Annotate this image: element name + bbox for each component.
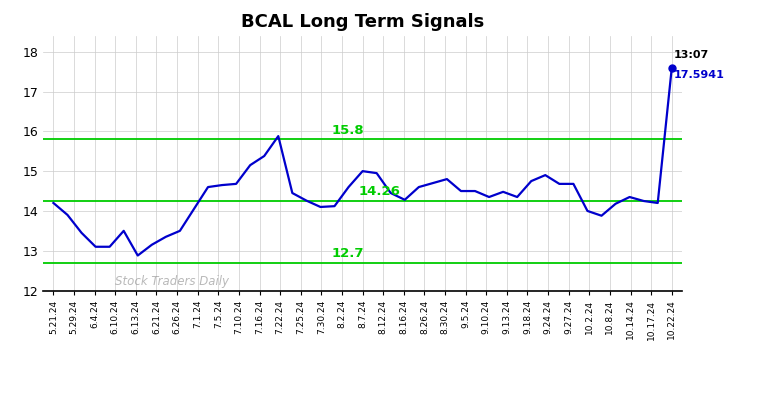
Text: 17.5941: 17.5941 [673,70,724,80]
Text: 12.7: 12.7 [332,247,365,260]
Text: Stock Traders Daily: Stock Traders Daily [115,275,229,288]
Text: 15.8: 15.8 [332,123,365,137]
Text: 14.26: 14.26 [358,185,401,198]
Text: 13:07: 13:07 [673,50,709,60]
Title: BCAL Long Term Signals: BCAL Long Term Signals [241,14,485,31]
